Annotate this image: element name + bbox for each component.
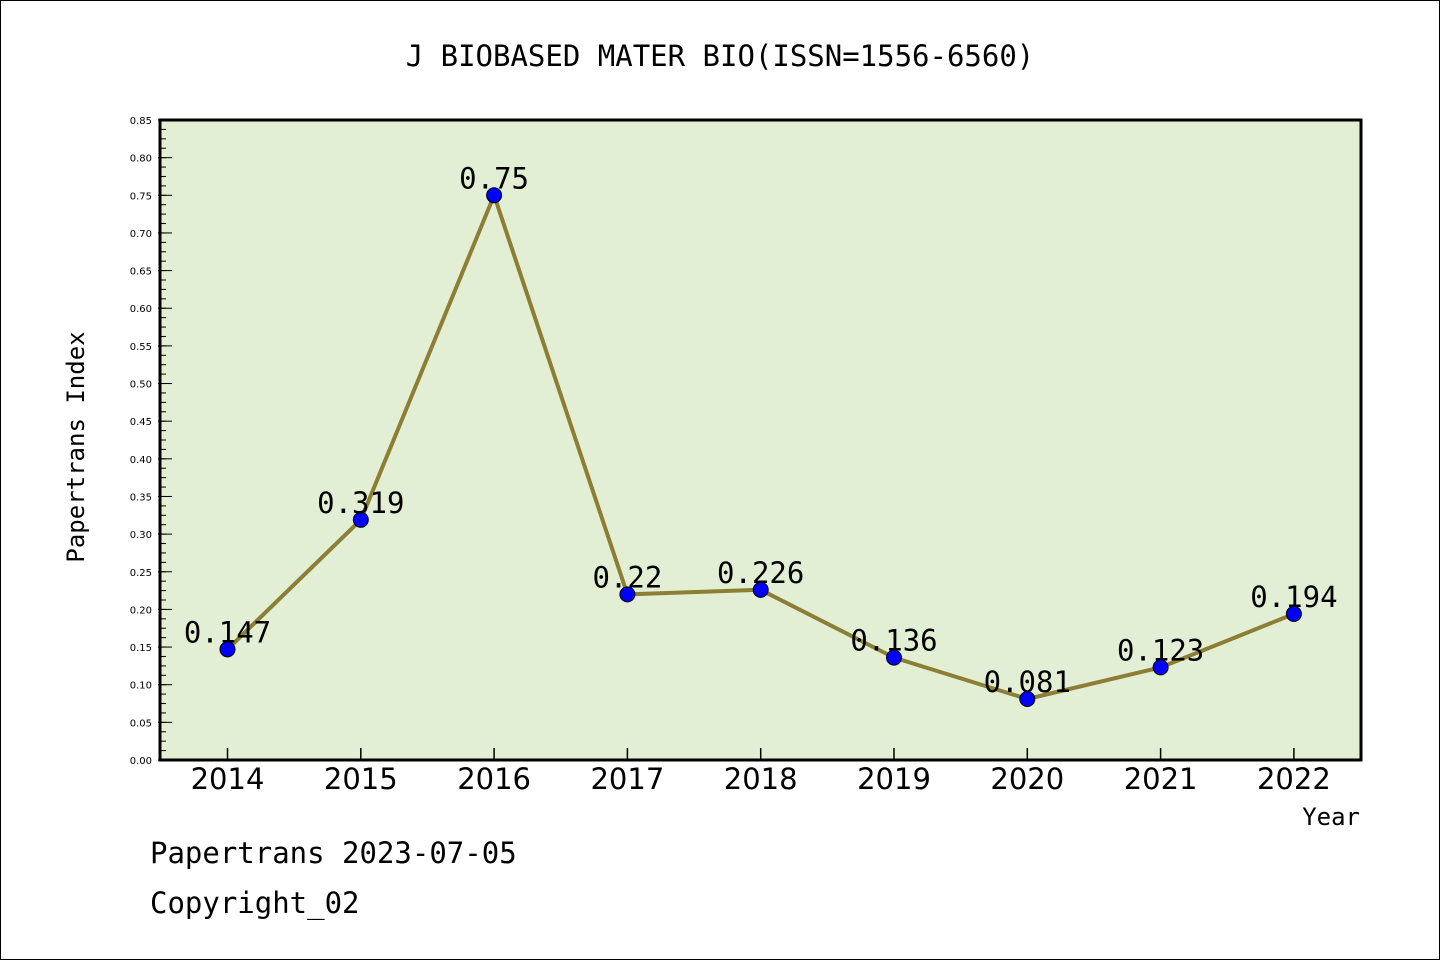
data-point (219, 641, 236, 658)
y-axis-label: Papertrans Index (62, 331, 90, 562)
y-tick-label: 0.70 (130, 229, 152, 240)
x-tick-label: 2017 (590, 762, 664, 796)
x-tick-label: 2018 (724, 762, 798, 796)
x-tick-label: 2014 (191, 762, 265, 796)
chart-title: J BIOBASED MATER BIO(ISSN=1556-6560) (406, 39, 1035, 73)
y-tick-label: 0.80 (130, 154, 152, 165)
data-label: 0.226 (717, 556, 804, 590)
y-tick-label: 0.75 (130, 191, 152, 202)
data-point (486, 187, 503, 204)
x-tick-label: 2021 (1124, 762, 1198, 796)
data-label: 0.123 (1117, 633, 1204, 667)
y-tick-label: 0.60 (130, 304, 152, 315)
footer-date: Papertrans 2023-07-05 (150, 836, 517, 870)
data-label: 0.22 (592, 560, 662, 594)
y-tick-label: 0.45 (130, 417, 152, 428)
data-label: 0.081 (984, 665, 1071, 699)
x-tick-label: 2016 (457, 762, 531, 796)
y-tick-label: 0.15 (130, 643, 152, 654)
data-point (1019, 691, 1036, 708)
data-label: 0.194 (1250, 580, 1337, 614)
x-axis-label: Year (1302, 803, 1360, 831)
y-tick-label: 0.05 (130, 718, 152, 729)
y-tick-label: 0.10 (130, 681, 152, 692)
data-point (1152, 659, 1169, 676)
data-point (752, 581, 769, 598)
x-tick-label: 2022 (1257, 762, 1331, 796)
y-tick-label: 0.55 (130, 342, 152, 353)
data-labels: 0.147 0.319 0.75 0.22 0.226 0.136 0.081 0.123 0.… (184, 161, 1338, 699)
data-label: 0.319 (317, 486, 404, 520)
y-tick-label: 0.85 (130, 116, 152, 127)
x-tick-label: 2019 (857, 762, 931, 796)
y-tick-label: 0.25 (130, 568, 152, 579)
y-tick-label: 0.50 (130, 380, 152, 391)
data-point (886, 649, 902, 666)
data-label: 0.136 (850, 624, 937, 658)
y-tick-label: 0.20 (130, 605, 152, 616)
data-point (352, 511, 369, 528)
y-tick-label: 0.65 (130, 267, 152, 278)
x-tick-label: 2020 (990, 762, 1064, 796)
y-axis: 0.00 0.05 0.10 0.15 0.20 0.25 0.30 0.35 0.40 0.45… (130, 116, 172, 767)
y-tick-label: 0.30 (130, 530, 152, 541)
data-label: 0.147 (184, 615, 271, 649)
y-tick-label: 0.40 (130, 455, 152, 466)
y-tick-label: 0.00 (130, 756, 152, 767)
data-markers (219, 187, 1302, 708)
footer-copyright: Copyright_02 (150, 886, 360, 920)
data-point (1285, 605, 1302, 622)
x-tick-label: 2015 (324, 762, 398, 796)
data-label: 0.75 (459, 161, 529, 195)
plot-area (158, 118, 1363, 762)
data-point (619, 586, 636, 603)
x-axis: 2014 2015 2016 2017 2018 2019 2020 2021 2022 (191, 748, 1331, 796)
y-tick-label: 0.35 (130, 492, 152, 503)
